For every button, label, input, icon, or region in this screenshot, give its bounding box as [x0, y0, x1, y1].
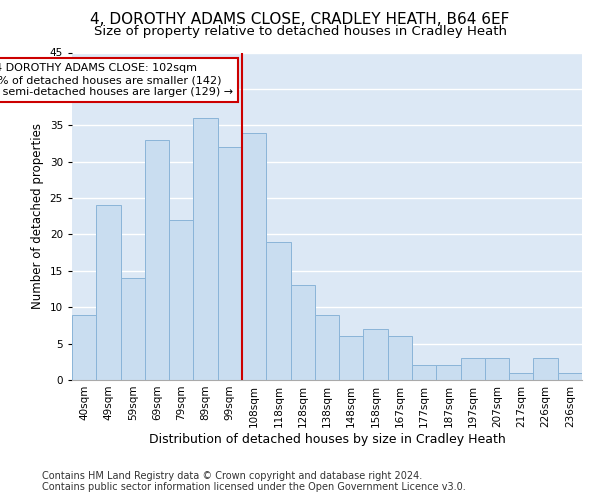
Bar	[339, 336, 364, 380]
Bar	[485, 358, 509, 380]
Bar	[412, 366, 436, 380]
Bar	[72, 314, 96, 380]
Bar	[242, 132, 266, 380]
Bar	[388, 336, 412, 380]
Bar	[461, 358, 485, 380]
Bar	[364, 329, 388, 380]
Bar	[558, 372, 582, 380]
Bar	[509, 372, 533, 380]
Bar	[96, 206, 121, 380]
X-axis label: Distribution of detached houses by size in Cradley Heath: Distribution of detached houses by size …	[149, 432, 505, 446]
Y-axis label: Number of detached properties: Number of detached properties	[31, 123, 44, 309]
Text: 4, DOROTHY ADAMS CLOSE, CRADLEY HEATH, B64 6EF: 4, DOROTHY ADAMS CLOSE, CRADLEY HEATH, B…	[91, 12, 509, 28]
Bar	[290, 286, 315, 380]
Bar	[169, 220, 193, 380]
Text: 4 DOROTHY ADAMS CLOSE: 102sqm
← 51% of detached houses are smaller (142)
47% of : 4 DOROTHY ADAMS CLOSE: 102sqm ← 51% of d…	[0, 64, 233, 96]
Text: Size of property relative to detached houses in Cradley Heath: Size of property relative to detached ho…	[94, 25, 506, 38]
Bar	[436, 366, 461, 380]
Text: Contains HM Land Registry data © Crown copyright and database right 2024.
Contai: Contains HM Land Registry data © Crown c…	[42, 471, 466, 492]
Bar	[193, 118, 218, 380]
Bar	[533, 358, 558, 380]
Bar	[315, 314, 339, 380]
Bar	[121, 278, 145, 380]
Bar	[145, 140, 169, 380]
Bar	[218, 147, 242, 380]
Bar	[266, 242, 290, 380]
